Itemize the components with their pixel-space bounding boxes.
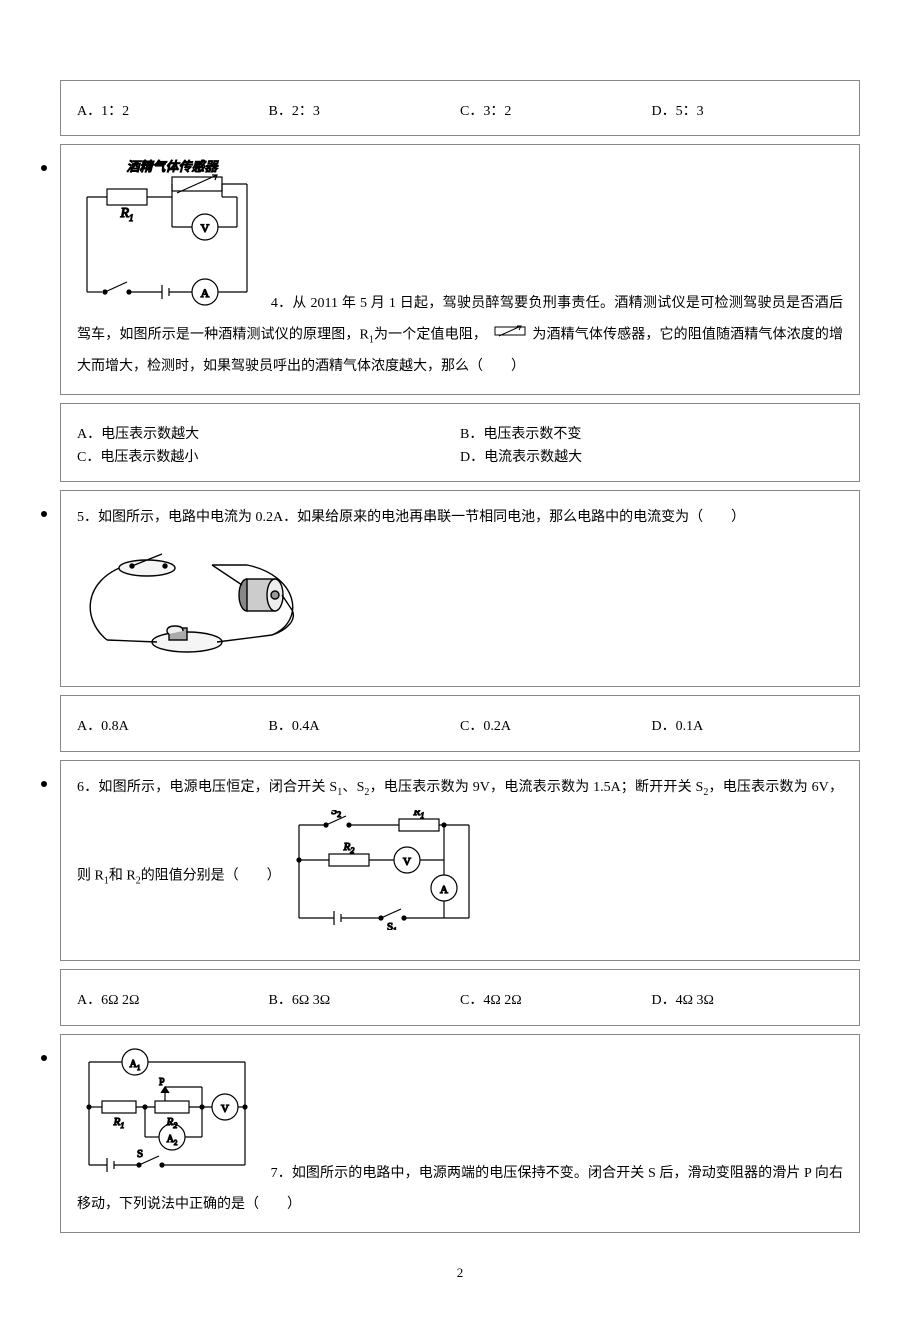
q5-circuit-diagram <box>77 540 317 668</box>
q5-body: 5．如图所示，电路中电流为 0.2A．如果给原来的电池再串联一节相同电池，那么电… <box>77 503 843 534</box>
svg-text:A2: A2 <box>167 1134 178 1147</box>
q6-option-d[interactable]: D．4Ω 3Ω <box>652 990 844 1012</box>
q6-options: A．6Ω 2Ω B．6Ω 3Ω C．4Ω 2Ω D．4Ω 3Ω <box>77 990 843 1012</box>
q7-circuit-diagram: A1 R1 R2 P <box>77 1047 257 1190</box>
q6-option-b[interactable]: B．6Ω 3Ω <box>269 990 461 1012</box>
q3-option-d[interactable]: D．5：3 <box>652 101 844 123</box>
svg-text:P: P <box>159 1077 165 1088</box>
q3-option-b[interactable]: B．2：3 <box>269 101 461 123</box>
q5-option-d[interactable]: D．0.1A <box>652 716 844 738</box>
q3-options-block: A．1：2 B．2：3 C．3：2 D．5：3 <box>60 80 860 136</box>
q6-circuit-diagram: S2 R1 R2 V <box>284 810 484 943</box>
q4-body: 酒精气体传感器 R1 <box>77 157 843 382</box>
bullet-icon <box>41 781 47 787</box>
q5-options-block: A．0.8A B．0.4A C．0.2A D．0.1A <box>60 695 860 751</box>
q6-block: 6．如图所示，电源电压恒定，闭合开关 S1、S2，电压表示数为 9V，电流表示数… <box>60 760 860 962</box>
svg-text:R2: R2 <box>166 1116 178 1130</box>
q6-body: 6．如图所示，电源电压恒定，闭合开关 S1、S2，电压表示数为 9V，电流表示数… <box>77 773 843 949</box>
bullet-icon <box>41 165 47 171</box>
q4-option-c[interactable]: C．电压表示数越小 <box>77 447 460 469</box>
q4-option-a[interactable]: A．电压表示数越大 <box>77 424 460 446</box>
svg-text:V: V <box>221 1103 229 1115</box>
q3-option-a[interactable]: A．1：2 <box>77 101 269 123</box>
q4-option-b[interactable]: B．电压表示数不变 <box>460 424 843 446</box>
sensor-inline-icon <box>493 320 527 351</box>
q6-options-block: A．6Ω 2Ω B．6Ω 3Ω C．4Ω 2Ω D．4Ω 3Ω <box>60 969 860 1025</box>
q6-option-a[interactable]: A．6Ω 2Ω <box>77 990 269 1012</box>
svg-text:R1: R1 <box>113 1116 125 1130</box>
q6-option-c[interactable]: C．4Ω 2Ω <box>460 990 652 1012</box>
q5-options: A．0.8A B．0.4A C．0.2A D．0.1A <box>77 716 843 738</box>
q6-text-5: 和 R <box>109 868 136 883</box>
page-number: 2 <box>60 1263 860 1284</box>
q4-options: A．电压表示数越大 B．电压表示数不变 C．电压表示数越小 D．电流表示数越大 <box>77 424 843 469</box>
q4-options-block: A．电压表示数越大 B．电压表示数不变 C．电压表示数越小 D．电流表示数越大 <box>60 403 860 482</box>
q4-block: 酒精气体传感器 R1 <box>60 144 860 395</box>
bullet-icon <box>41 511 47 517</box>
q5-option-b[interactable]: B．0.4A <box>269 716 461 738</box>
q4-option-d[interactable]: D．电流表示数越大 <box>460 447 843 469</box>
sensor-label: 酒精气体传感器 <box>126 159 218 174</box>
q4-text-2: 为一个定值电阻， <box>374 328 487 343</box>
q3-option-c[interactable]: C．3：2 <box>460 101 652 123</box>
q6-text-1: 6．如图所示，电源电压恒定，闭合开关 S <box>77 780 337 795</box>
q5-text: 5．如图所示，电路中电流为 0.2A．如果给原来的电池再串联一节相同电池，那么电… <box>77 510 745 525</box>
q5-option-c[interactable]: C．0.2A <box>460 716 652 738</box>
svg-text:V: V <box>403 856 411 868</box>
svg-text:S2: S2 <box>331 810 341 819</box>
q6-text-2: 、S <box>342 780 364 795</box>
q6-text-3: ，电压表示数为 9V，电流表示数为 1.5A；断开开关 S <box>369 780 703 795</box>
svg-text:S: S <box>137 1148 143 1160</box>
svg-text:A: A <box>201 286 210 300</box>
q7-body: A1 R1 R2 P <box>77 1047 843 1221</box>
svg-text:V: V <box>201 221 210 235</box>
svg-text:R2: R2 <box>343 841 355 855</box>
svg-text:R1: R1 <box>119 206 133 223</box>
q6-text-6: 的阻值分别是（ ） <box>141 868 281 883</box>
svg-text:A1: A1 <box>130 1059 141 1072</box>
q7-block: A1 R1 R2 P <box>60 1034 860 1234</box>
q3-options: A．1：2 B．2：3 C．3：2 D．5：3 <box>77 101 843 123</box>
bullet-icon <box>41 1055 47 1061</box>
svg-text:A: A <box>440 884 448 896</box>
q5-block: 5．如图所示，电路中电流为 0.2A．如果给原来的电池再串联一节相同电池，那么电… <box>60 490 860 687</box>
svg-text:S1: S1 <box>387 921 397 930</box>
q5-option-a[interactable]: A．0.8A <box>77 716 269 738</box>
q4-circuit-diagram: 酒精气体传感器 R1 <box>77 157 257 320</box>
